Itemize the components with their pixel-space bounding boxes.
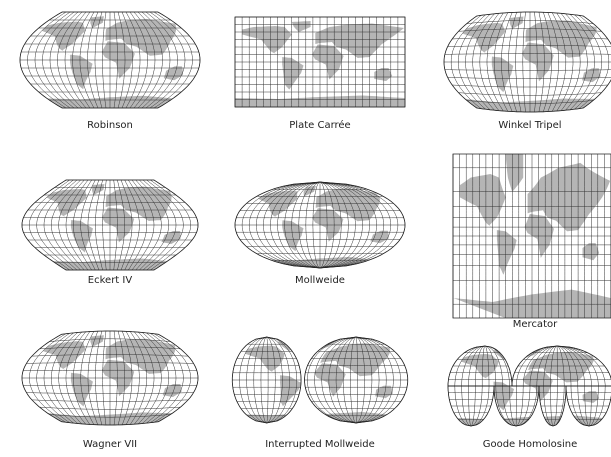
land (42, 335, 182, 425)
projection-label: Mollweide (295, 275, 345, 286)
projection-label: Goode Homolosine (483, 439, 578, 450)
projection-label: Interrupted Mollweide (265, 439, 375, 450)
landmass (92, 184, 105, 195)
projection: Robinson (19, 11, 201, 131)
outline (21, 330, 199, 426)
landmass (245, 345, 285, 377)
landmass (491, 56, 514, 93)
landmass (42, 341, 86, 374)
parallel (444, 53, 611, 55)
parallel (26, 362, 194, 364)
outline (538, 385, 567, 427)
projection-label: Mercator (513, 319, 558, 330)
landmass (493, 381, 515, 411)
landmass (282, 220, 304, 252)
projection: Mollweide (234, 181, 406, 286)
parallel (444, 69, 611, 71)
projection: Interrupted Mollweide (231, 336, 409, 450)
parallel (49, 338, 171, 342)
outline (234, 181, 406, 269)
landmass (280, 375, 306, 407)
parallel (39, 406, 181, 410)
parallel (23, 385, 197, 387)
landmass (459, 174, 506, 232)
parallel (23, 369, 197, 371)
outline (452, 153, 611, 319)
landmass (374, 68, 393, 81)
parallel (466, 100, 594, 104)
outline (231, 336, 302, 424)
land (41, 16, 183, 108)
projection: Wagner VII (21, 330, 199, 450)
outline (447, 385, 495, 427)
landmass (90, 335, 104, 347)
landmass (90, 16, 104, 28)
landmass (509, 16, 524, 29)
land (46, 184, 181, 270)
parallel (26, 392, 194, 394)
parallel (39, 346, 181, 350)
outline (493, 385, 540, 427)
outline (304, 336, 409, 424)
landmass (291, 21, 311, 32)
landmass (277, 340, 338, 352)
landmass (161, 231, 181, 244)
landmass (496, 230, 517, 275)
landmass (41, 21, 86, 56)
parallel (466, 20, 594, 24)
landmass (375, 385, 393, 399)
parallel (447, 77, 611, 79)
projection-label: Wagner VII (83, 439, 137, 450)
land (258, 185, 389, 268)
projection: Winkel Tripel (443, 11, 611, 131)
parallel (49, 414, 171, 418)
parallel (31, 354, 189, 357)
projection-label: Plate Carrée (289, 119, 350, 131)
land (245, 340, 393, 423)
projection: Mercator (452, 153, 611, 330)
parallel (458, 28, 602, 32)
landmass (258, 190, 298, 222)
projection: Goode Homolosine (447, 345, 611, 450)
parallel (452, 84, 608, 88)
landmass (46, 189, 87, 221)
parallel (31, 399, 189, 402)
outline (21, 179, 199, 271)
landmass (303, 185, 317, 197)
parallel (452, 36, 608, 40)
outline (19, 11, 201, 109)
outline (234, 16, 406, 108)
projection: Plate Carrée (234, 16, 406, 131)
landmass (163, 66, 183, 81)
projection-label: Robinson (87, 120, 133, 131)
parallel (447, 45, 611, 47)
landmass (282, 57, 304, 90)
outline (565, 385, 611, 427)
landmass (582, 243, 600, 261)
land (462, 16, 601, 112)
landmass (527, 162, 611, 232)
projection-label: Winkel Tripel (498, 120, 561, 131)
outline (443, 11, 611, 113)
landmass (505, 154, 524, 192)
projection: Eckert IV (21, 179, 199, 286)
parallel (458, 92, 602, 96)
landmass (242, 26, 292, 58)
projection-label: Eckert IV (88, 275, 133, 286)
landmass (370, 230, 389, 244)
landmass (461, 354, 499, 383)
landmass (582, 391, 600, 403)
